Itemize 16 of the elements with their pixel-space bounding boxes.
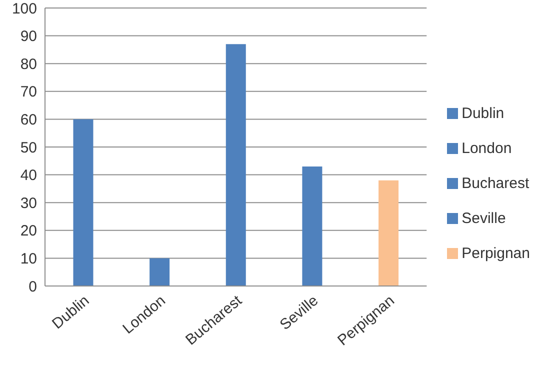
legend-label: Seville — [462, 210, 506, 226]
legend-label: Perpignan — [462, 244, 530, 262]
y-tick-label: 70 — [20, 84, 37, 101]
y-tick-label: 20 — [20, 222, 37, 240]
y-tick-label: 10 — [20, 250, 37, 268]
y-tick-label: 60 — [20, 112, 37, 129]
legend-label: London — [462, 140, 512, 156]
legend-label: Bucharest — [462, 174, 530, 192]
y-tick-label: 100 — [12, 0, 37, 18]
y-tick-label: 90 — [20, 28, 37, 46]
y-tick-label: 80 — [20, 56, 37, 73]
legend-label: Dublin — [462, 104, 504, 122]
y-tick-label: 40 — [20, 167, 37, 184]
y-tick-label: 0 — [28, 278, 37, 296]
y-tick-label: 50 — [20, 139, 37, 156]
y-tick-label: 30 — [20, 194, 37, 212]
